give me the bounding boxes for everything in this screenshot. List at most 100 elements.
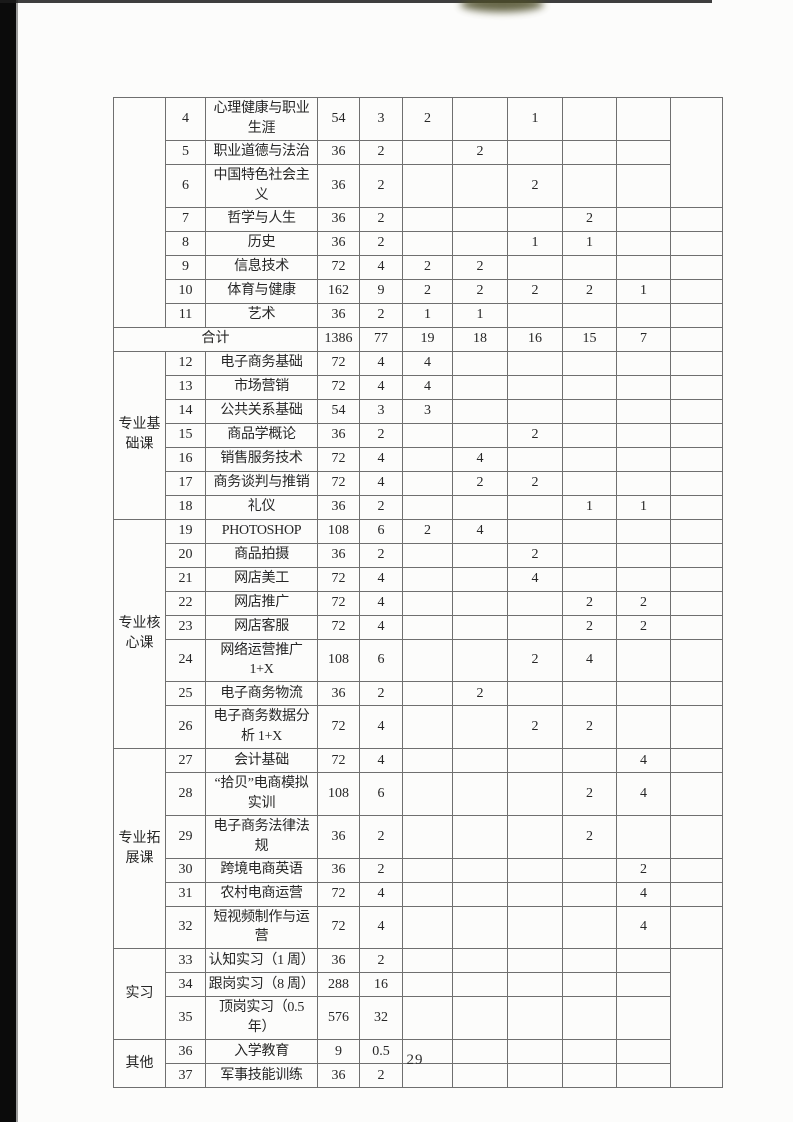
course-hours-cell: 72 (317, 446, 360, 472)
course-row-17: 17 商务谈判与推销 72 4 2 2 (114, 470, 723, 496)
course-sem5-cell (616, 398, 671, 424)
course-hours-cell: 108 (317, 518, 360, 544)
course-sem3-cell: 2 (507, 638, 563, 683)
course-sem2-cell (452, 996, 508, 1040)
course-sem2-cell (452, 614, 508, 640)
course-sem6-cell (670, 590, 723, 616)
course-sem5-cell (616, 814, 671, 859)
course-row-20: 20 商品拍摄 36 2 2 (114, 542, 723, 568)
course-sem3-cell (507, 374, 563, 400)
course-credits-cell: 4 (359, 470, 403, 496)
course-number-cell: 18 (165, 494, 206, 520)
course-sem2-cell (452, 163, 508, 208)
course-sem2-cell (452, 972, 508, 998)
course-hours-cell: 54 (317, 398, 360, 424)
course-sem3-cell (507, 814, 563, 859)
course-sem6-cell (670, 905, 723, 950)
course-hours-cell: 36 (317, 494, 360, 520)
course-row-25: 25 电子商务物流 36 2 2 (114, 681, 723, 707)
course-name-cell: 跟岗实习（8 周） (205, 972, 318, 998)
category-cell: 专业基础课 (113, 350, 166, 520)
course-number-cell: 31 (165, 881, 206, 907)
course-sem3-cell (507, 139, 563, 165)
course-sem5-cell: 2 (616, 857, 671, 883)
course-sem1-cell (402, 1063, 453, 1088)
course-sem6-cell (670, 374, 723, 400)
course-sem1-cell (402, 163, 453, 208)
course-number-cell: 6 (165, 163, 206, 208)
course-hours-cell: 162 (317, 278, 360, 304)
course-sem1-cell (402, 422, 453, 448)
course-number-cell: 13 (165, 374, 206, 400)
course-sem2-cell: 2 (452, 681, 508, 707)
course-sem4-cell: 2 (562, 278, 617, 304)
course-credits-cell: 2 (359, 681, 403, 707)
course-sem1-cell (402, 772, 453, 816)
summary-sem4-cell: 15 (562, 326, 617, 352)
course-sem4-cell (562, 948, 617, 974)
course-number-cell: 34 (165, 972, 206, 998)
course-sem2-cell (452, 772, 508, 816)
course-sem2-cell (452, 494, 508, 520)
course-sem2-cell: 2 (452, 254, 508, 280)
course-credits-cell: 0.5 (359, 1039, 403, 1064)
course-sem6-cell (670, 614, 723, 640)
page-number: 29 (406, 1052, 424, 1068)
summary-sem5-cell: 7 (616, 326, 671, 352)
course-row-21: 21 网店美工 72 4 4 (114, 566, 723, 592)
course-name-cell: 电子商务物流 (205, 681, 318, 707)
course-hours-cell: 72 (317, 374, 360, 400)
course-number-cell: 32 (165, 905, 206, 950)
course-sem2-cell: 2 (452, 470, 508, 496)
summary-sem6-cell (670, 326, 723, 352)
course-credits-cell: 3 (359, 97, 403, 141)
course-sem5-cell (616, 1063, 671, 1088)
course-name-cell: 商务谈判与推销 (205, 470, 318, 496)
course-sem6-cell (670, 814, 723, 859)
course-sem2-cell (452, 905, 508, 950)
course-sem4-cell (562, 470, 617, 496)
curriculum-table-body: 4 心理健康与职业生涯 54 3 2 1 5 职业道德与法治 36 2 2 6 中国特色社会主义 36 2 2… (113, 97, 723, 1088)
course-credits-cell: 4 (359, 905, 403, 950)
course-credits-cell: 4 (359, 881, 403, 907)
course-number-cell: 8 (165, 230, 206, 256)
course-sem3-cell (507, 206, 563, 232)
course-sem5-cell (616, 638, 671, 683)
course-sem1-cell: 2 (402, 97, 453, 141)
course-sem4-cell: 4 (562, 638, 617, 683)
course-row-12: 专业基础课 12 电子商务基础 72 4 4 (113, 350, 723, 520)
course-sem6-cell (670, 422, 723, 448)
course-hours-cell: 108 (317, 638, 360, 683)
course-sem1-cell (402, 748, 453, 773)
course-sem4-cell (562, 1063, 617, 1088)
course-name-cell: “拾贝”电商模拟实训 (205, 772, 318, 816)
course-sem1-cell (402, 470, 453, 496)
course-number-cell: 5 (165, 139, 206, 165)
course-sem3-cell: 2 (507, 705, 563, 749)
course-credits-cell: 2 (359, 1063, 403, 1088)
course-sem6-cell (670, 254, 723, 280)
course-sem4-cell: 2 (562, 772, 617, 816)
summary-sem3-cell: 16 (507, 326, 563, 352)
course-sem2-cell (452, 948, 508, 974)
curriculum-table: 4 心理健康与职业生涯 54 3 2 1 5 职业道德与法治 36 2 2 6 中国特色社会主义 36 2 2… (113, 97, 723, 1088)
course-sem4-cell (562, 542, 617, 568)
course-row-19: 专业核心课 19 PHOTOSHOP 108 6 2 4 (113, 518, 723, 749)
course-sem2-cell (452, 705, 508, 749)
course-name-cell: 顶岗实习（0.5 年） (205, 996, 318, 1040)
course-sem2-cell (452, 566, 508, 592)
course-sem5-cell: 2 (616, 614, 671, 640)
course-row-8: 8 历史 36 2 1 1 (114, 230, 723, 256)
course-sem6-cell (670, 881, 723, 907)
course-sem5-cell (616, 705, 671, 749)
summary-label-cell: 合计 (113, 326, 318, 352)
course-sem1-cell (402, 446, 453, 472)
course-credits-cell: 2 (359, 494, 403, 520)
course-sem6-cell (670, 772, 723, 816)
course-sem6-cell (670, 857, 723, 883)
course-sem1-cell (402, 972, 453, 998)
course-sem4-cell (562, 163, 617, 208)
course-sem6-cell (670, 302, 723, 328)
course-name-cell: 信息技术 (205, 254, 318, 280)
course-number-cell: 16 (165, 446, 206, 472)
